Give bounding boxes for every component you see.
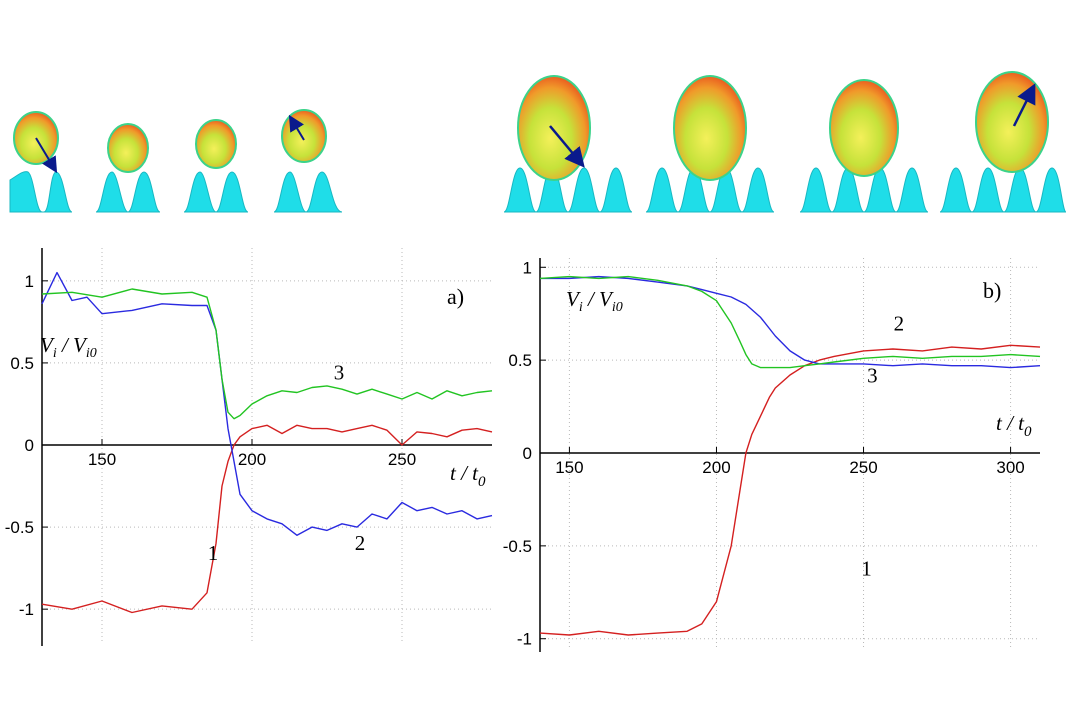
chart-a-series-labels: 1 2 3 (208, 360, 366, 565)
series-line-2 (540, 275, 1041, 369)
x-tick-label: 300 (996, 458, 1024, 477)
snapshot-strip-b (503, 71, 1067, 213)
substrate-humps (645, 167, 775, 213)
chart-b-series (539, 275, 1041, 636)
droplet-blob (107, 123, 149, 173)
y-tick-label: 0 (25, 436, 34, 455)
series-label-3: 3 (867, 363, 878, 387)
x-tick-label: 200 (238, 450, 266, 469)
y-tick-label: -1 (517, 630, 532, 649)
chart-b-tick-labels: 150 200 250 300 1 0.5 0 -0.5 -1 (503, 258, 1025, 648)
snapshot-b-4 (939, 71, 1067, 213)
snapshot-b-1 (503, 75, 633, 213)
x-tick-label: 200 (702, 458, 730, 477)
series-label-2: 2 (355, 531, 366, 555)
chart-b-panel-label: b) (983, 278, 1001, 303)
series-line-1 (539, 344, 1041, 636)
substrate-humps (939, 167, 1067, 213)
snapshot-b-2 (645, 75, 775, 213)
x-tick-label: 250 (388, 450, 416, 469)
y-tick-label: 0.5 (10, 354, 34, 373)
series-line-1 (41, 424, 493, 614)
substrate-humps (9, 171, 73, 213)
droplet-blob (975, 71, 1049, 173)
droplet-blob (195, 119, 237, 169)
snapshot-a-4 (273, 109, 343, 213)
x-tick-label: 150 (88, 450, 116, 469)
chart-a-series (41, 271, 493, 614)
y-tick-label: 0.5 (508, 351, 532, 370)
chart-a-tick-labels: 150 200 250 1 0.5 0 -0.5 -1 (5, 272, 416, 619)
snapshot-strip-a (9, 109, 343, 213)
series-line-2 (41, 271, 493, 536)
substrate-humps (503, 167, 633, 213)
droplet-blob (673, 75, 747, 181)
velocity-arrow (288, 114, 305, 141)
substrate-humps (183, 171, 249, 213)
droplet-blob (517, 75, 591, 181)
snapshot-a-2 (95, 123, 161, 213)
x-tick-label: 150 (555, 458, 583, 477)
chart-b-series-labels: 1 2 3 (861, 311, 904, 580)
chart-a: 150 200 250 1 0.5 0 -0.5 -1 1 2 3 a) Vi / Vi0 t /… (5, 248, 493, 646)
velocity-arrow (35, 137, 58, 174)
series-label-3: 3 (334, 360, 345, 384)
droplet-blob (829, 79, 899, 177)
substrate-humps (799, 167, 929, 213)
y-tick-label: -0.5 (5, 518, 34, 537)
snapshot-a-3 (183, 119, 249, 213)
chart-a-panel-label: a) (447, 284, 464, 309)
y-tick-label: 0 (523, 444, 532, 463)
series-line-3 (539, 275, 1041, 369)
y-tick-label: 1 (523, 258, 532, 277)
velocity-arrow (1012, 83, 1036, 127)
velocity-arrow (549, 125, 585, 168)
series-label-1: 1 (861, 557, 872, 581)
chart-b-ylabel: Vi / Vi0 (566, 287, 623, 315)
chart-a-ylabel: Vi / Vi0 (40, 333, 97, 361)
series-line-3 (41, 288, 493, 420)
chart-b-axes (539, 258, 1040, 652)
snapshot-b-3 (799, 79, 929, 213)
y-tick-label: -0.5 (503, 537, 532, 556)
series-label-2: 2 (894, 311, 905, 335)
x-tick-label: 250 (849, 458, 877, 477)
chart-a-axes (41, 248, 492, 646)
series-label-1: 1 (208, 541, 219, 565)
snapshot-a-1 (9, 111, 73, 213)
y-tick-label: 1 (25, 272, 34, 291)
droplet-blob (281, 109, 327, 163)
chart-b-xlabel: t / t0 (996, 411, 1032, 440)
substrate-humps (273, 171, 343, 213)
chart-a-xlabel: t / t0 (450, 461, 486, 490)
substrate-humps (95, 171, 161, 213)
y-tick-label: -1 (19, 600, 34, 619)
